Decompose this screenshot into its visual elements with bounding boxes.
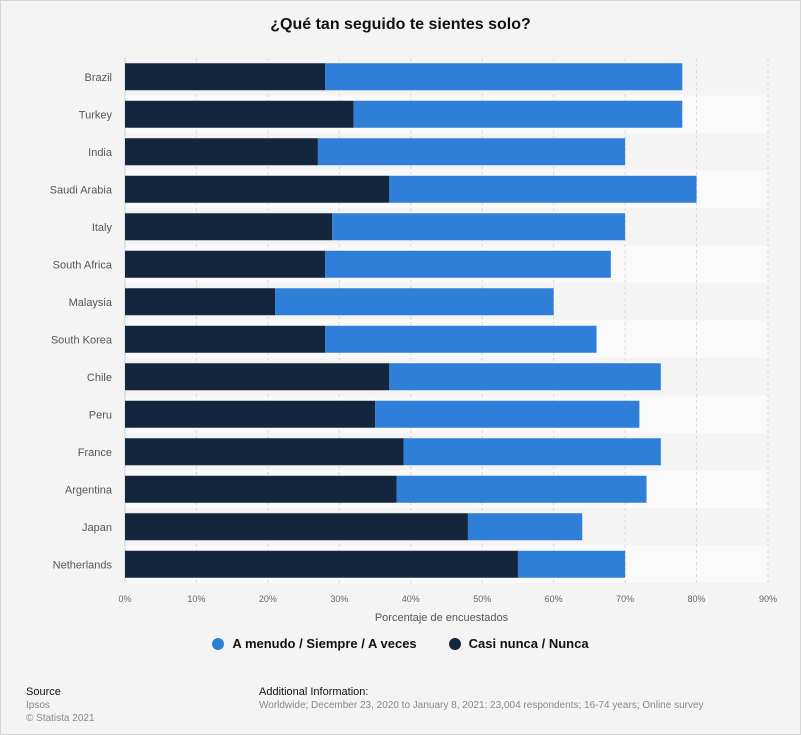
category-label: Turkey	[79, 109, 113, 121]
bar-rarely	[125, 213, 333, 241]
category-label: Chile	[87, 372, 112, 384]
legend-item-rarely[interactable]: Casi nunca / Nunca	[448, 636, 589, 651]
bar-rarely	[125, 175, 390, 203]
legend-swatch-often	[212, 637, 225, 650]
x-tick-label: 60%	[545, 594, 563, 604]
x-axis-title: Porcentaje de encuestados	[375, 612, 509, 624]
category-label: Malaysia	[69, 297, 113, 309]
x-tick-label: 0%	[118, 594, 131, 604]
bar-rarely	[125, 288, 276, 316]
bar-rarely	[125, 550, 518, 578]
bar-often	[275, 288, 554, 316]
source-name: Ipsos	[26, 700, 50, 711]
additional-info-block: Additional Information: Worldwide; Decem…	[259, 686, 704, 711]
bar-often	[517, 550, 626, 578]
copyright: © Statista 2021	[26, 713, 95, 724]
category-label: Brazil	[84, 72, 112, 84]
bar-often	[325, 325, 597, 353]
category-label: Saudi Arabia	[50, 184, 113, 196]
category-label: India	[88, 147, 113, 159]
x-tick-label: 90%	[759, 594, 777, 604]
source-block: Source Ipsos © Statista 2021	[26, 686, 95, 724]
bar-often	[467, 513, 583, 541]
bar-rarely	[125, 438, 404, 466]
legend-swatch-rarely	[448, 637, 461, 650]
bar-often	[325, 250, 611, 278]
category-label: France	[78, 447, 112, 459]
x-tick-label: 30%	[330, 594, 348, 604]
bar-often	[389, 175, 697, 203]
additional-info-heading: Additional Information:	[259, 686, 369, 698]
legend-item-often[interactable]: A menudo / Siempre / A veces	[212, 636, 417, 651]
additional-info-text: Worldwide; December 23, 2020 to January …	[259, 700, 704, 711]
bar-rarely	[125, 138, 318, 166]
x-tick-label: 40%	[402, 594, 420, 604]
bar-rarely	[125, 513, 468, 541]
category-label: Argentina	[65, 484, 113, 496]
x-tick-label: 10%	[187, 594, 205, 604]
category-label: South Africa	[53, 259, 113, 271]
category-label: Japan	[82, 522, 112, 534]
category-label: Italy	[92, 222, 113, 234]
category-label: Peru	[89, 409, 112, 421]
bar-rarely	[125, 325, 326, 353]
source-heading: Source	[26, 686, 61, 698]
bar-often	[332, 213, 626, 241]
x-tick-label: 50%	[473, 594, 491, 604]
legend-label-often: A menudo / Siempre / A veces	[232, 636, 417, 651]
bar-rarely	[125, 100, 354, 128]
bar-often	[375, 400, 640, 428]
legend-label-rarely: Casi nunca / Nunca	[468, 636, 589, 651]
category-label: South Korea	[51, 334, 113, 346]
chart-legend: A menudo / Siempre / A veces Casi nunca …	[0, 636, 801, 651]
bar-rarely	[125, 400, 376, 428]
bar-rarely	[125, 63, 326, 91]
chart-title: ¿Qué tan seguido te sientes solo?	[270, 16, 531, 33]
bar-often	[389, 363, 661, 391]
bar-rarely	[125, 475, 397, 503]
bar-often	[325, 63, 683, 91]
bar-rarely	[125, 250, 326, 278]
bar-often	[317, 138, 626, 166]
category-label: Netherlands	[53, 559, 113, 571]
x-tick-label: 20%	[259, 594, 277, 604]
bar-often	[353, 100, 683, 128]
bar-often	[396, 475, 647, 503]
x-tick-label: 80%	[688, 594, 706, 604]
bar-rarely	[125, 363, 390, 391]
x-tick-label: 70%	[616, 594, 634, 604]
bar-often	[403, 438, 661, 466]
